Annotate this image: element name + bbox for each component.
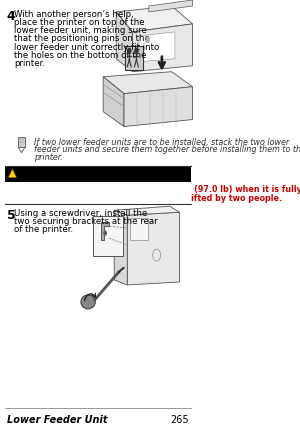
- Text: place the printer on top of the: place the printer on top of the: [14, 18, 145, 27]
- Text: two securing brackets at the rear: two securing brackets at the rear: [14, 217, 158, 226]
- Text: If two lower feeder units are to be installed, stack the two lower: If two lower feeder units are to be inst…: [34, 137, 289, 146]
- Polygon shape: [101, 223, 109, 241]
- Polygon shape: [103, 78, 124, 127]
- Bar: [93, 217, 123, 256]
- Circle shape: [104, 233, 106, 235]
- Ellipse shape: [81, 295, 95, 309]
- Polygon shape: [149, 1, 193, 13]
- Text: feeder units and secure them together before installing them to the: feeder units and secure them together be…: [34, 145, 300, 154]
- Text: This printer weighs approximately 44 kg (97.0 lb) when it is fully loaded: This printer weighs approximately 44 kg …: [8, 185, 300, 194]
- Polygon shape: [133, 25, 193, 72]
- Bar: [5, 183, 190, 205]
- Bar: [125, 47, 143, 71]
- Polygon shape: [116, 7, 193, 33]
- Text: printer.: printer.: [34, 153, 63, 162]
- Polygon shape: [127, 213, 179, 285]
- Text: With another person’s help,: With another person’s help,: [14, 10, 134, 19]
- Text: the holes on the bottom of the: the holes on the bottom of the: [14, 51, 147, 60]
- Bar: [18, 137, 26, 148]
- Text: 265: 265: [171, 414, 189, 423]
- Bar: [5, 167, 190, 183]
- Text: lower feeder unit correctly fit into: lower feeder unit correctly fit into: [14, 43, 160, 52]
- Text: Lower Feeder Unit: Lower Feeder Unit: [7, 414, 107, 423]
- Text: Using a screwdriver, install the: Using a screwdriver, install the: [14, 209, 148, 218]
- Polygon shape: [8, 169, 17, 178]
- Bar: [130, 219, 148, 241]
- Polygon shape: [116, 13, 133, 72]
- Circle shape: [135, 49, 138, 54]
- Text: of the printer.: of the printer.: [14, 225, 74, 233]
- Circle shape: [146, 38, 149, 44]
- Polygon shape: [103, 72, 193, 95]
- Text: WARNING!: WARNING!: [20, 169, 98, 181]
- Text: with consumables. The printer must be lifted by two people.: with consumables. The printer must be li…: [8, 194, 282, 203]
- Circle shape: [103, 231, 107, 236]
- Text: 5: 5: [7, 209, 15, 222]
- Polygon shape: [114, 207, 179, 216]
- Text: printer.: printer.: [14, 59, 45, 68]
- Circle shape: [128, 49, 131, 54]
- Text: !: !: [11, 172, 14, 181]
- Polygon shape: [139, 33, 175, 63]
- Text: lower feeder unit, making sure: lower feeder unit, making sure: [14, 26, 147, 35]
- Text: 4: 4: [7, 10, 15, 23]
- Polygon shape: [114, 211, 127, 285]
- Polygon shape: [124, 87, 193, 127]
- Text: that the positioning pins on the: that the positioning pins on the: [14, 35, 150, 43]
